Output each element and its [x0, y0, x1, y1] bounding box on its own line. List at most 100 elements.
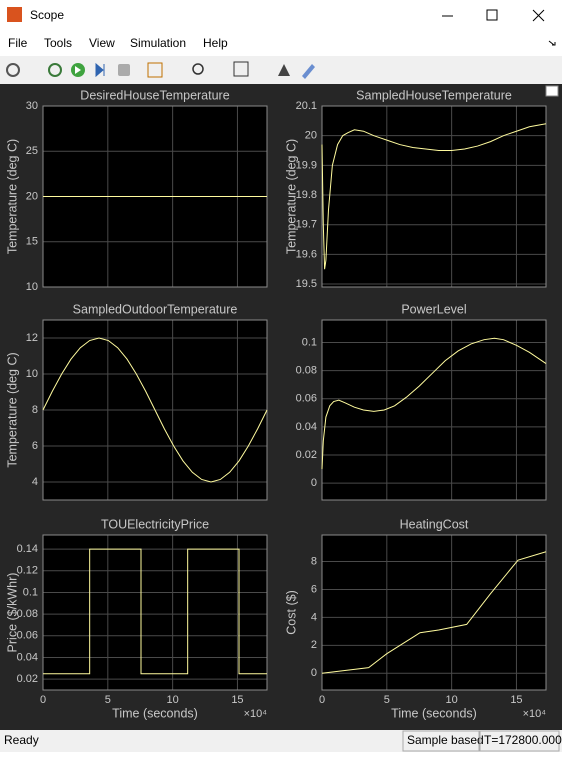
- highlight-icon[interactable]: [147, 62, 163, 78]
- axes-border: [42, 534, 268, 691]
- axes-border: [321, 319, 547, 501]
- data-line: [321, 337, 547, 470]
- dock-arrow[interactable]: [548, 40, 556, 46]
- y-tick-label: 6: [311, 583, 317, 595]
- x-exponent: ×10⁴: [523, 708, 547, 720]
- step-icon[interactable]: [95, 62, 105, 78]
- menu-item[interactable]: Simulation: [130, 36, 186, 50]
- status-text: Ready: [4, 733, 39, 747]
- y-tick-label: 12: [26, 332, 38, 344]
- y-axis-label: Temperature (deg C): [5, 352, 19, 467]
- x-tick-label: 15: [231, 694, 243, 706]
- autoscale-icon[interactable]: [233, 61, 249, 77]
- style-icon[interactable]: [302, 64, 315, 79]
- axes-border: [321, 105, 547, 288]
- chart-title: PowerLevel: [401, 302, 466, 316]
- x-axis-label: Time (seconds): [391, 706, 477, 720]
- y-tick-label: 0.14: [17, 543, 38, 555]
- x-exponent: ×10⁴: [244, 708, 268, 720]
- y-tick-label: 0.12: [17, 565, 38, 577]
- stop-icon[interactable]: [118, 64, 130, 76]
- zoom-icon[interactable]: [192, 63, 204, 75]
- y-tick-label: 19.5: [296, 278, 317, 290]
- x-axis-label: Time (seconds): [112, 706, 198, 720]
- x-tick-label: 10: [167, 694, 179, 706]
- data-line: [42, 337, 268, 483]
- y-axis-label: Cost ($): [284, 590, 298, 634]
- x-tick-label: 5: [105, 694, 111, 706]
- y-tick-label: 0.1: [302, 336, 317, 348]
- x-tick-label: 0: [319, 694, 325, 706]
- y-tick-label: 0.04: [296, 421, 317, 433]
- axes-background: [322, 320, 546, 500]
- y-tick-label: 0.06: [296, 393, 317, 405]
- y-tick-label: 4: [311, 611, 317, 623]
- data-line: [321, 551, 547, 674]
- menu-item[interactable]: View: [89, 36, 115, 50]
- undock-button[interactable]: [545, 85, 559, 97]
- y-tick-label: 8: [32, 404, 38, 416]
- y-tick-label: 19.7: [296, 219, 317, 231]
- app-icon: [7, 7, 22, 22]
- axes-background: [43, 535, 267, 690]
- x-tick-label: 5: [384, 694, 390, 706]
- status-time: T=172800.000: [484, 733, 562, 747]
- y-tick-label: 0.04: [17, 651, 38, 663]
- y-tick-label: 19.6: [296, 248, 317, 260]
- y-tick-label: 0.02: [17, 673, 38, 685]
- charts: DesiredHouseTemperature1015202530Tempera…: [5, 88, 547, 720]
- settings-icon[interactable]: [6, 63, 20, 77]
- window-title: Scope: [30, 8, 64, 22]
- y-tick-label: 15: [26, 236, 38, 248]
- close-button[interactable]: [532, 9, 545, 22]
- y-tick-label: 10: [26, 281, 38, 293]
- x-tick-label: 15: [510, 694, 522, 706]
- menu-bar: File Tools View Simulation Help: [8, 36, 228, 50]
- trigger-icon[interactable]: [278, 64, 290, 76]
- maximize-button[interactable]: [486, 9, 498, 21]
- chart-title: HeatingCost: [400, 517, 469, 531]
- y-tick-label: 30: [26, 100, 38, 112]
- y-tick-label: 25: [26, 145, 38, 157]
- y-tick-label: 0.1: [23, 586, 38, 598]
- status-bar: [0, 730, 562, 752]
- y-tick-label: 8: [311, 555, 317, 567]
- status-box: [479, 730, 560, 752]
- status-box: [402, 730, 480, 752]
- y-tick-label: 20.1: [296, 100, 317, 112]
- status-mode: Sample based: [407, 733, 484, 747]
- y-tick-label: 19.8: [296, 189, 317, 201]
- y-tick-label: 6: [32, 440, 38, 452]
- y-axis-label: Temperature (deg C): [5, 139, 19, 254]
- x-tick-label: 0: [40, 694, 46, 706]
- y-tick-label: 0: [311, 667, 317, 679]
- axes-border: [321, 534, 547, 691]
- y-axis-label: Temperature (deg C): [284, 139, 298, 254]
- y-tick-label: 0.08: [296, 365, 317, 377]
- axes-background: [322, 535, 546, 690]
- chart-title: TOUElectricityPrice: [101, 517, 209, 531]
- y-tick-label: 0: [311, 477, 317, 489]
- y-tick-label: 0.08: [17, 608, 38, 620]
- y-tick-label: 20: [305, 130, 317, 142]
- y-tick-label: 0.02: [296, 449, 317, 461]
- y-tick-label: 2: [311, 639, 317, 651]
- step-back-icon[interactable]: [48, 63, 62, 77]
- data-line: [43, 548, 267, 675]
- chart-title: SampledHouseTemperature: [356, 88, 512, 102]
- menu-item[interactable]: Tools: [44, 36, 72, 50]
- chart-title: DesiredHouseTemperature: [80, 88, 229, 102]
- y-tick-label: 0.06: [17, 630, 38, 642]
- run-triangle: [75, 66, 81, 74]
- y-tick-label: 10: [26, 368, 38, 380]
- y-tick-label: 20: [26, 190, 38, 202]
- x-tick-label: 10: [446, 694, 458, 706]
- y-axis-label: Price ($/kWhr): [5, 573, 19, 653]
- chart-title: SampledOutdoorTemperature: [73, 302, 238, 316]
- data-line: [321, 123, 547, 270]
- menu-item[interactable]: File: [8, 36, 28, 50]
- menu-item[interactable]: Help: [203, 36, 228, 50]
- y-tick-label: 4: [32, 476, 38, 488]
- y-tick-label: 19.9: [296, 159, 317, 171]
